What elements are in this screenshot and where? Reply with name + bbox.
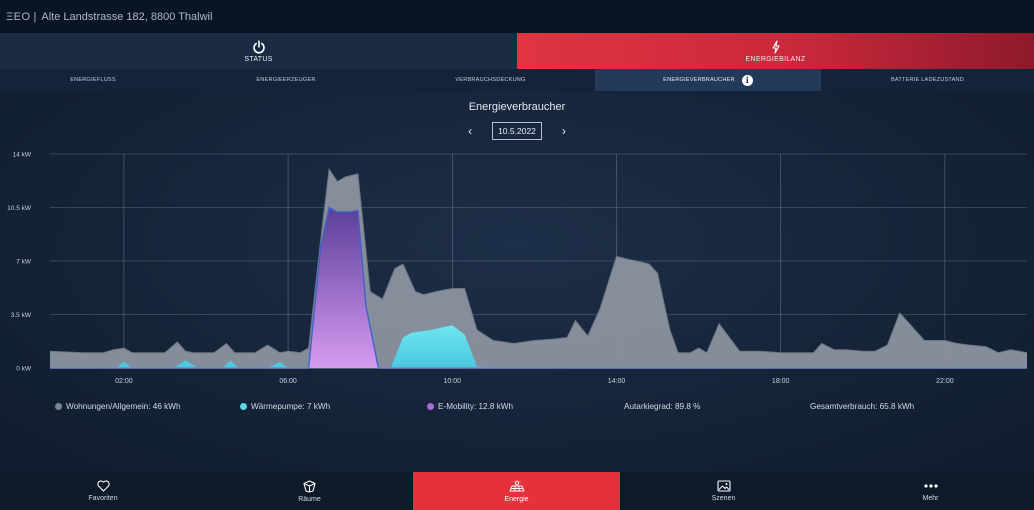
x-tick-label: 22:00 — [936, 378, 954, 385]
power-icon — [252, 39, 265, 54]
heart-icon — [96, 480, 110, 492]
tab-energiefluss[interactable]: ENERGIEFLUSS — [0, 69, 186, 91]
lightning-icon — [771, 39, 780, 54]
nav-mehr[interactable]: Mehr — [827, 472, 1034, 510]
date-selector: ‹ 10.5.2022 › — [0, 122, 1034, 140]
nav-favoriten[interactable]: Favoriten — [0, 472, 206, 510]
y-tick-label: 7 kW — [16, 259, 32, 266]
y-tick-label: 14 kW — [13, 152, 32, 159]
gesamtverbrauch-value: Gesamtverbrauch: 65.8 kWh — [810, 402, 914, 411]
gesamtverbrauch-label: Gesamtverbrauch: 65.8 kWh — [810, 402, 915, 411]
cube-icon — [303, 479, 316, 493]
mode-status-button[interactable]: STATUS — [0, 33, 517, 69]
image-icon — [716, 480, 731, 492]
autarkiegrad-label: Autarkiegrad: 89.8 % — [624, 402, 701, 411]
chart-legend: Wohnungen/Allgemein: 46 kWh Wärmepumpe: … — [0, 402, 1034, 416]
prev-day-button[interactable]: ‹ — [468, 124, 473, 138]
sub-tab-bar: ENERGIEFLUSS ENERGIEERZEUGER VERBRAUCHSD… — [0, 69, 1034, 91]
nav-energie[interactable]: Energie — [413, 472, 620, 510]
nav-szenen-label: Szenen — [711, 495, 736, 502]
y-tick-label: 0 kW — [16, 366, 32, 373]
y-tick-label: 3.5 kW — [11, 312, 32, 319]
tab-verbrauchsdeckung-label: VERBRAUCHSDECKUNG — [455, 77, 526, 83]
tab-batterie-label: BATTERIE LADEZUSTAND — [890, 77, 965, 83]
tab-energieerzeuger[interactable]: ENERGIEERZEUGER — [186, 69, 386, 91]
x-tick-label: 14:00 — [608, 378, 626, 385]
nav-mehr-label: Mehr — [922, 495, 939, 502]
nav-raeume-label: Räume — [298, 495, 321, 503]
mode-energiebilanz-button[interactable]: ENERGIEBILANZ — [517, 33, 1034, 69]
legend-emobility-dot — [427, 403, 434, 410]
series-wohnungen-area — [50, 169, 1027, 368]
x-tick-label: 02:00 — [115, 378, 133, 385]
legend-wohnungen: Wohnungen/Allgemein: 46 kWh — [55, 402, 181, 411]
legend-waermepumpe-dot — [240, 403, 247, 410]
mode-energiebilanz-label: ENERGIEBILANZ — [745, 55, 806, 63]
legend-wohnungen-dot — [55, 403, 62, 410]
nav-favoriten-label: Favoriten — [88, 495, 118, 502]
top-bar: ΞEO | Alte Landstrasse 182, 8800 Thalwil — [0, 0, 1034, 33]
page-title: Energieverbraucher — [468, 101, 566, 113]
y-tick-label: 10.5 kW — [7, 205, 32, 212]
energy-chart: 0 kW 3.5 kW 7 kW 10.5 kW 14 kW 02:00 06:00 10:0… — [7, 152, 1028, 385]
series-emobility-line — [50, 206, 1027, 369]
tab-batterie-ladezustand[interactable]: BATTERIE LADEZUSTAND — [821, 69, 1034, 91]
tab-energieverbraucher-label: ENERGIEVERBRAUCHER — [663, 77, 735, 83]
legend-waermepumpe-label: Wärmepumpe: 7 kWh — [251, 402, 331, 411]
site-address[interactable]: Alte Landstrasse 182, 8800 Thalwil — [41, 10, 213, 23]
x-tick-label: 18:00 — [772, 378, 790, 385]
info-icon[interactable]: i — [741, 74, 753, 86]
mode-bar: STATUS ENERGIEBILANZ — [0, 33, 1034, 69]
more-dots-icon — [923, 484, 938, 488]
x-tick-label: 06:00 — [279, 378, 297, 385]
tab-verbrauchsdeckung[interactable]: VERBRAUCHSDECKUNG — [386, 69, 595, 91]
bottom-nav: Favoriten Räume Energie Szenen Mehr — [0, 472, 1034, 510]
nav-raeume[interactable]: Räume — [206, 472, 413, 510]
address-separator: | — [33, 10, 37, 23]
next-day-button[interactable]: › — [561, 124, 566, 138]
series-wohnungen-line — [49, 167, 1028, 354]
tab-energieverbraucher[interactable]: ENERGIEVERBRAUCHER i — [595, 69, 821, 91]
app-logo: ΞEO — [6, 10, 31, 23]
legend-waermepumpe: Wärmepumpe: 7 kWh — [240, 402, 330, 411]
main-content: Energieverbraucher ‹ 10.5.2022 › 0 kW 3.5… — [0, 91, 1034, 472]
x-tick-label: 10:00 — [444, 378, 462, 385]
nav-energie-label: Energie — [504, 495, 529, 503]
legend-emobility: E-Mobility: 12.8 kWh — [427, 402, 513, 411]
tab-energiefluss-label: ENERGIEFLUSS — [70, 77, 116, 83]
legend-emobility-label: E-Mobility: 12.8 kWh — [438, 402, 514, 411]
legend-wohnungen-label: Wohnungen/Allgemein: 46 kWh — [66, 402, 181, 411]
mode-status-label: STATUS — [244, 55, 273, 63]
autarkiegrad-value: Autarkiegrad: 89.8 % — [624, 402, 700, 411]
solar-panel-icon — [509, 479, 524, 491]
date-field[interactable]: 10.5.2022 — [492, 122, 542, 140]
tab-energieerzeuger-label: ENERGIEERZEUGER — [256, 77, 316, 83]
nav-szenen[interactable]: Szenen — [620, 472, 827, 510]
